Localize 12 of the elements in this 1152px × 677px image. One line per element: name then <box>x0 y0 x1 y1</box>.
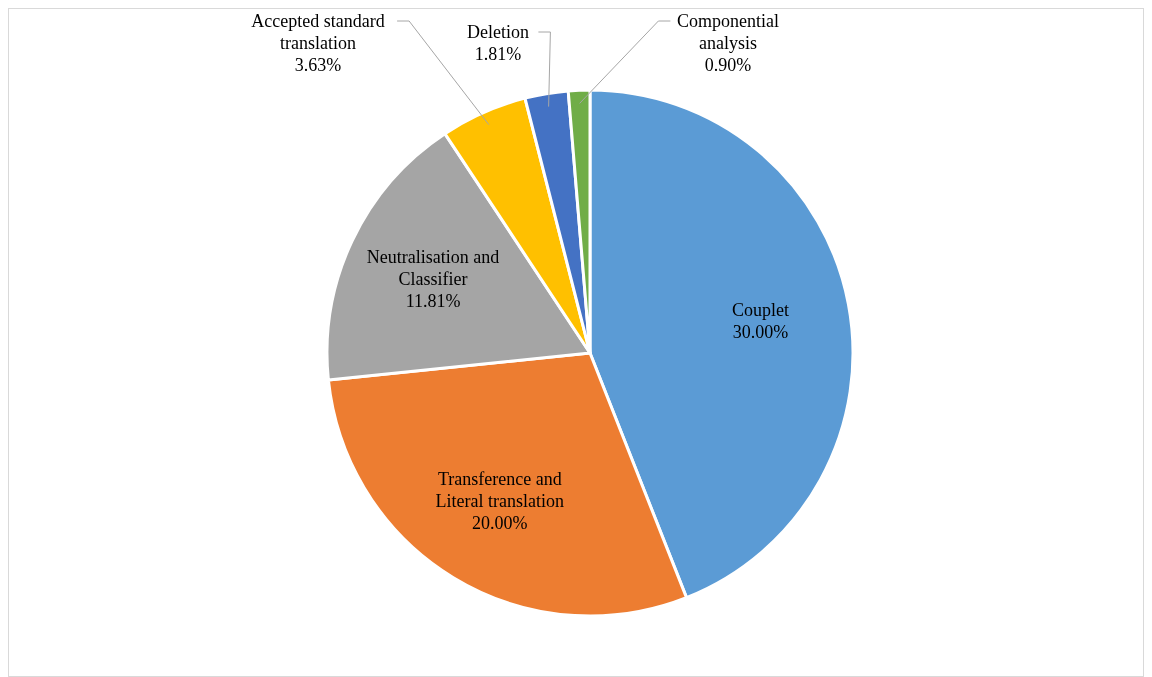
data-label: 11.81% <box>405 290 461 311</box>
data-label: 1.81% <box>474 44 522 64</box>
data-label: 0.90% <box>704 55 752 75</box>
data-label: 20.00% <box>472 513 528 534</box>
slice-label: Neutralisation and Classifier <box>366 246 500 289</box>
data-label: 30.00% <box>732 321 789 342</box>
slice-label: Couplet <box>732 299 790 320</box>
slice-label: Deletion <box>467 22 529 42</box>
slice-label: Transference and Literal translation <box>435 469 565 512</box>
data-label: 3.63% <box>294 55 342 75</box>
slice-label: Accepted standard translation <box>251 11 385 53</box>
slice-label: Componential analysis <box>677 11 779 53</box>
